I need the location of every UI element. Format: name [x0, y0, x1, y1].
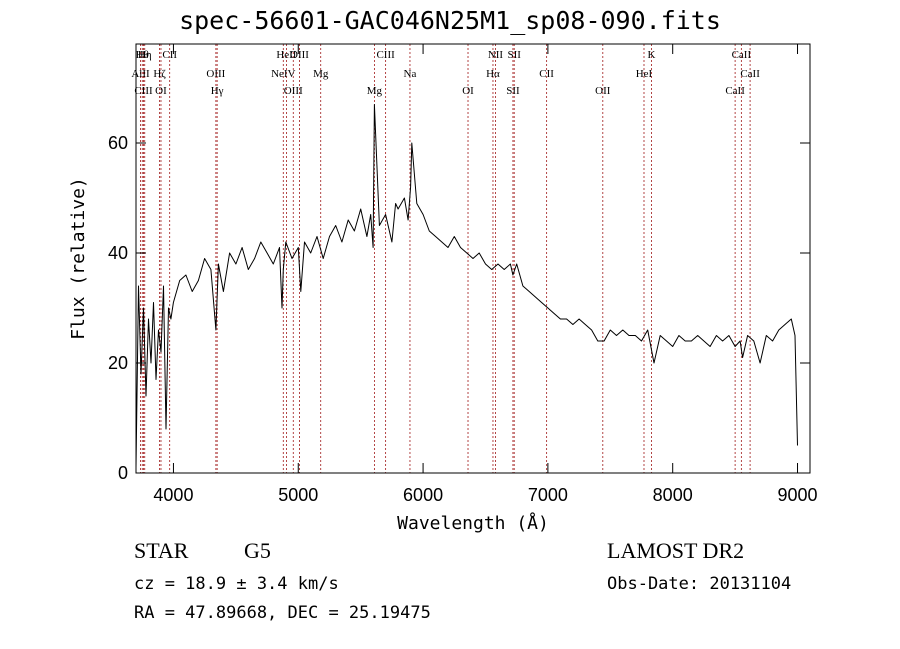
- object-class: STAR: [134, 538, 189, 563]
- line-marker-label: CIII: [376, 49, 395, 61]
- line-marker-label: Hη: [138, 49, 152, 61]
- observation-date: Obs-Date: 20131104: [607, 574, 792, 594]
- line-marker-label: Mg: [367, 85, 383, 97]
- x-tick-label: 5000: [278, 485, 318, 505]
- y-tick-label: 40: [108, 243, 128, 263]
- line-marker-label: AlII: [131, 68, 150, 80]
- redshift-value: cz = 18.9 ± 3.4 km/s: [134, 574, 339, 594]
- line-marker-label: Na: [404, 68, 417, 80]
- line-marker-label: HeI: [636, 68, 653, 80]
- y-tick-label: 0: [118, 463, 128, 483]
- sky-coordinates: RA = 47.89668, DEC = 25.19475: [134, 603, 431, 623]
- line-marker-label: Hζ: [153, 68, 166, 80]
- line-marker-label: OI: [462, 85, 474, 97]
- line-marker-label: NII: [488, 49, 504, 61]
- line-marker-label: HeII: [276, 49, 296, 61]
- spectrum-line: [135, 104, 798, 468]
- line-marker-label: Hγ: [211, 85, 224, 97]
- x-tick-label: 4000: [153, 485, 193, 505]
- chart-title: spec-56601-GAC046N25M1_sp08-090.fits: [179, 6, 721, 35]
- line-marker-label: CII: [162, 49, 177, 61]
- line-marker-label: Hθ: [136, 49, 149, 61]
- line-marker-label: OIII: [290, 49, 309, 61]
- y-tick-label: 20: [108, 353, 128, 373]
- line-marker-label: CIII: [134, 85, 153, 97]
- plot-frame: [135, 43, 811, 474]
- x-axis: 4000 5000 6000 7000 8000 9000: [153, 44, 818, 505]
- y-axis-label: Flux (relative): [68, 177, 89, 340]
- line-marker-group: [140, 44, 751, 473]
- line-marker-label: OIII: [284, 85, 303, 97]
- x-axis-label: Wavelength (Å): [397, 512, 549, 534]
- line-marker-label: Hα: [486, 68, 500, 80]
- line-marker-label: SII: [506, 85, 520, 97]
- x-tick-label: 6000: [403, 485, 443, 505]
- line-marker-label: OI: [155, 85, 167, 97]
- line-marker-label: CaII: [732, 49, 752, 61]
- line-marker-label: CII: [539, 68, 554, 80]
- object-subclass: G5: [244, 538, 271, 563]
- line-marker-label: OII: [595, 85, 611, 97]
- y-tick-label: 60: [108, 133, 128, 153]
- line-marker-label: K: [648, 49, 656, 61]
- line-marker-label: Mg: [313, 68, 329, 80]
- x-tick-label: 9000: [777, 485, 817, 505]
- line-marker-label: NeIV: [271, 68, 295, 80]
- x-tick-label: 8000: [653, 485, 693, 505]
- line-marker-label: CaII: [740, 68, 760, 80]
- y-axis: 0 20 40 60: [108, 133, 810, 483]
- survey-name: LAMOST DR2: [607, 538, 745, 563]
- x-tick-label: 7000: [528, 485, 568, 505]
- line-marker-label: OIII: [206, 68, 225, 80]
- line-marker-label: CaII: [725, 85, 745, 97]
- line-marker-label: SII: [507, 49, 521, 61]
